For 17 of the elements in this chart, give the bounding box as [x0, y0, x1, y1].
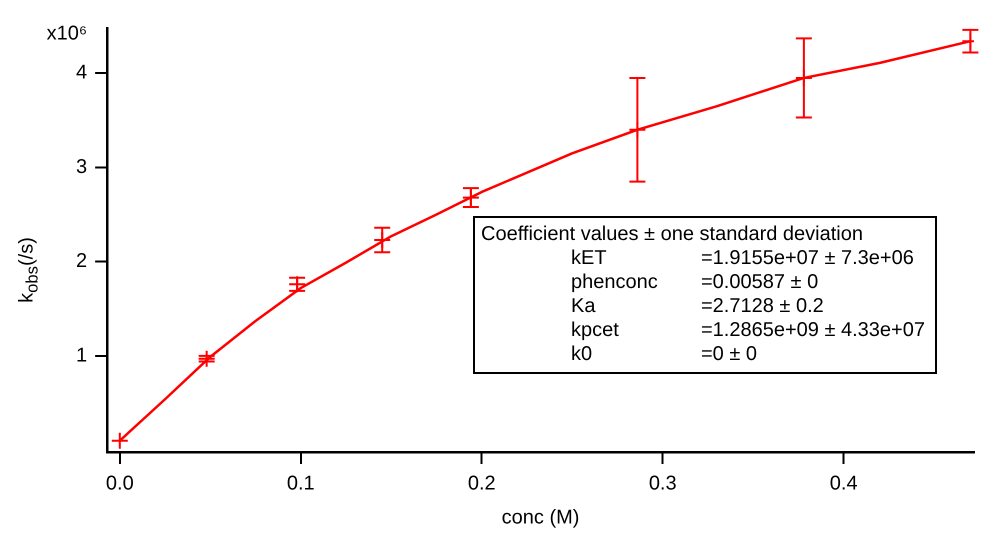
y-tick-label: 1 [76, 344, 88, 366]
x-tick-label: 0.1 [286, 472, 315, 495]
x-axis-title: conc (M) [502, 506, 580, 529]
text: kpcet =1.2865e+09 ± 4.33e+07 [571, 319, 925, 341]
text: phenconc =0.00587 ± 0 [571, 271, 818, 293]
text: k0 =0 ± 0 [571, 343, 758, 365]
x-tick-label: 0.3 [648, 472, 677, 495]
y-tick-label: 2 [76, 250, 88, 272]
x-tick-label: 0.2 [468, 472, 496, 495]
text: kET =1.9155e+07 ± 7.3e+06 [571, 247, 914, 269]
x-tick-label: 0.0 [106, 472, 134, 495]
annotation: Coefficient values ± one standard deviation [481, 222, 864, 246]
y-tick-label: 4 [76, 62, 88, 84]
text: x10⁶ [46, 22, 88, 45]
x-tick-label: 0.4 [830, 472, 858, 495]
text: Ka =2.7128 ± 0.2 [571, 295, 824, 317]
y-tick-label: 3 [76, 156, 88, 178]
